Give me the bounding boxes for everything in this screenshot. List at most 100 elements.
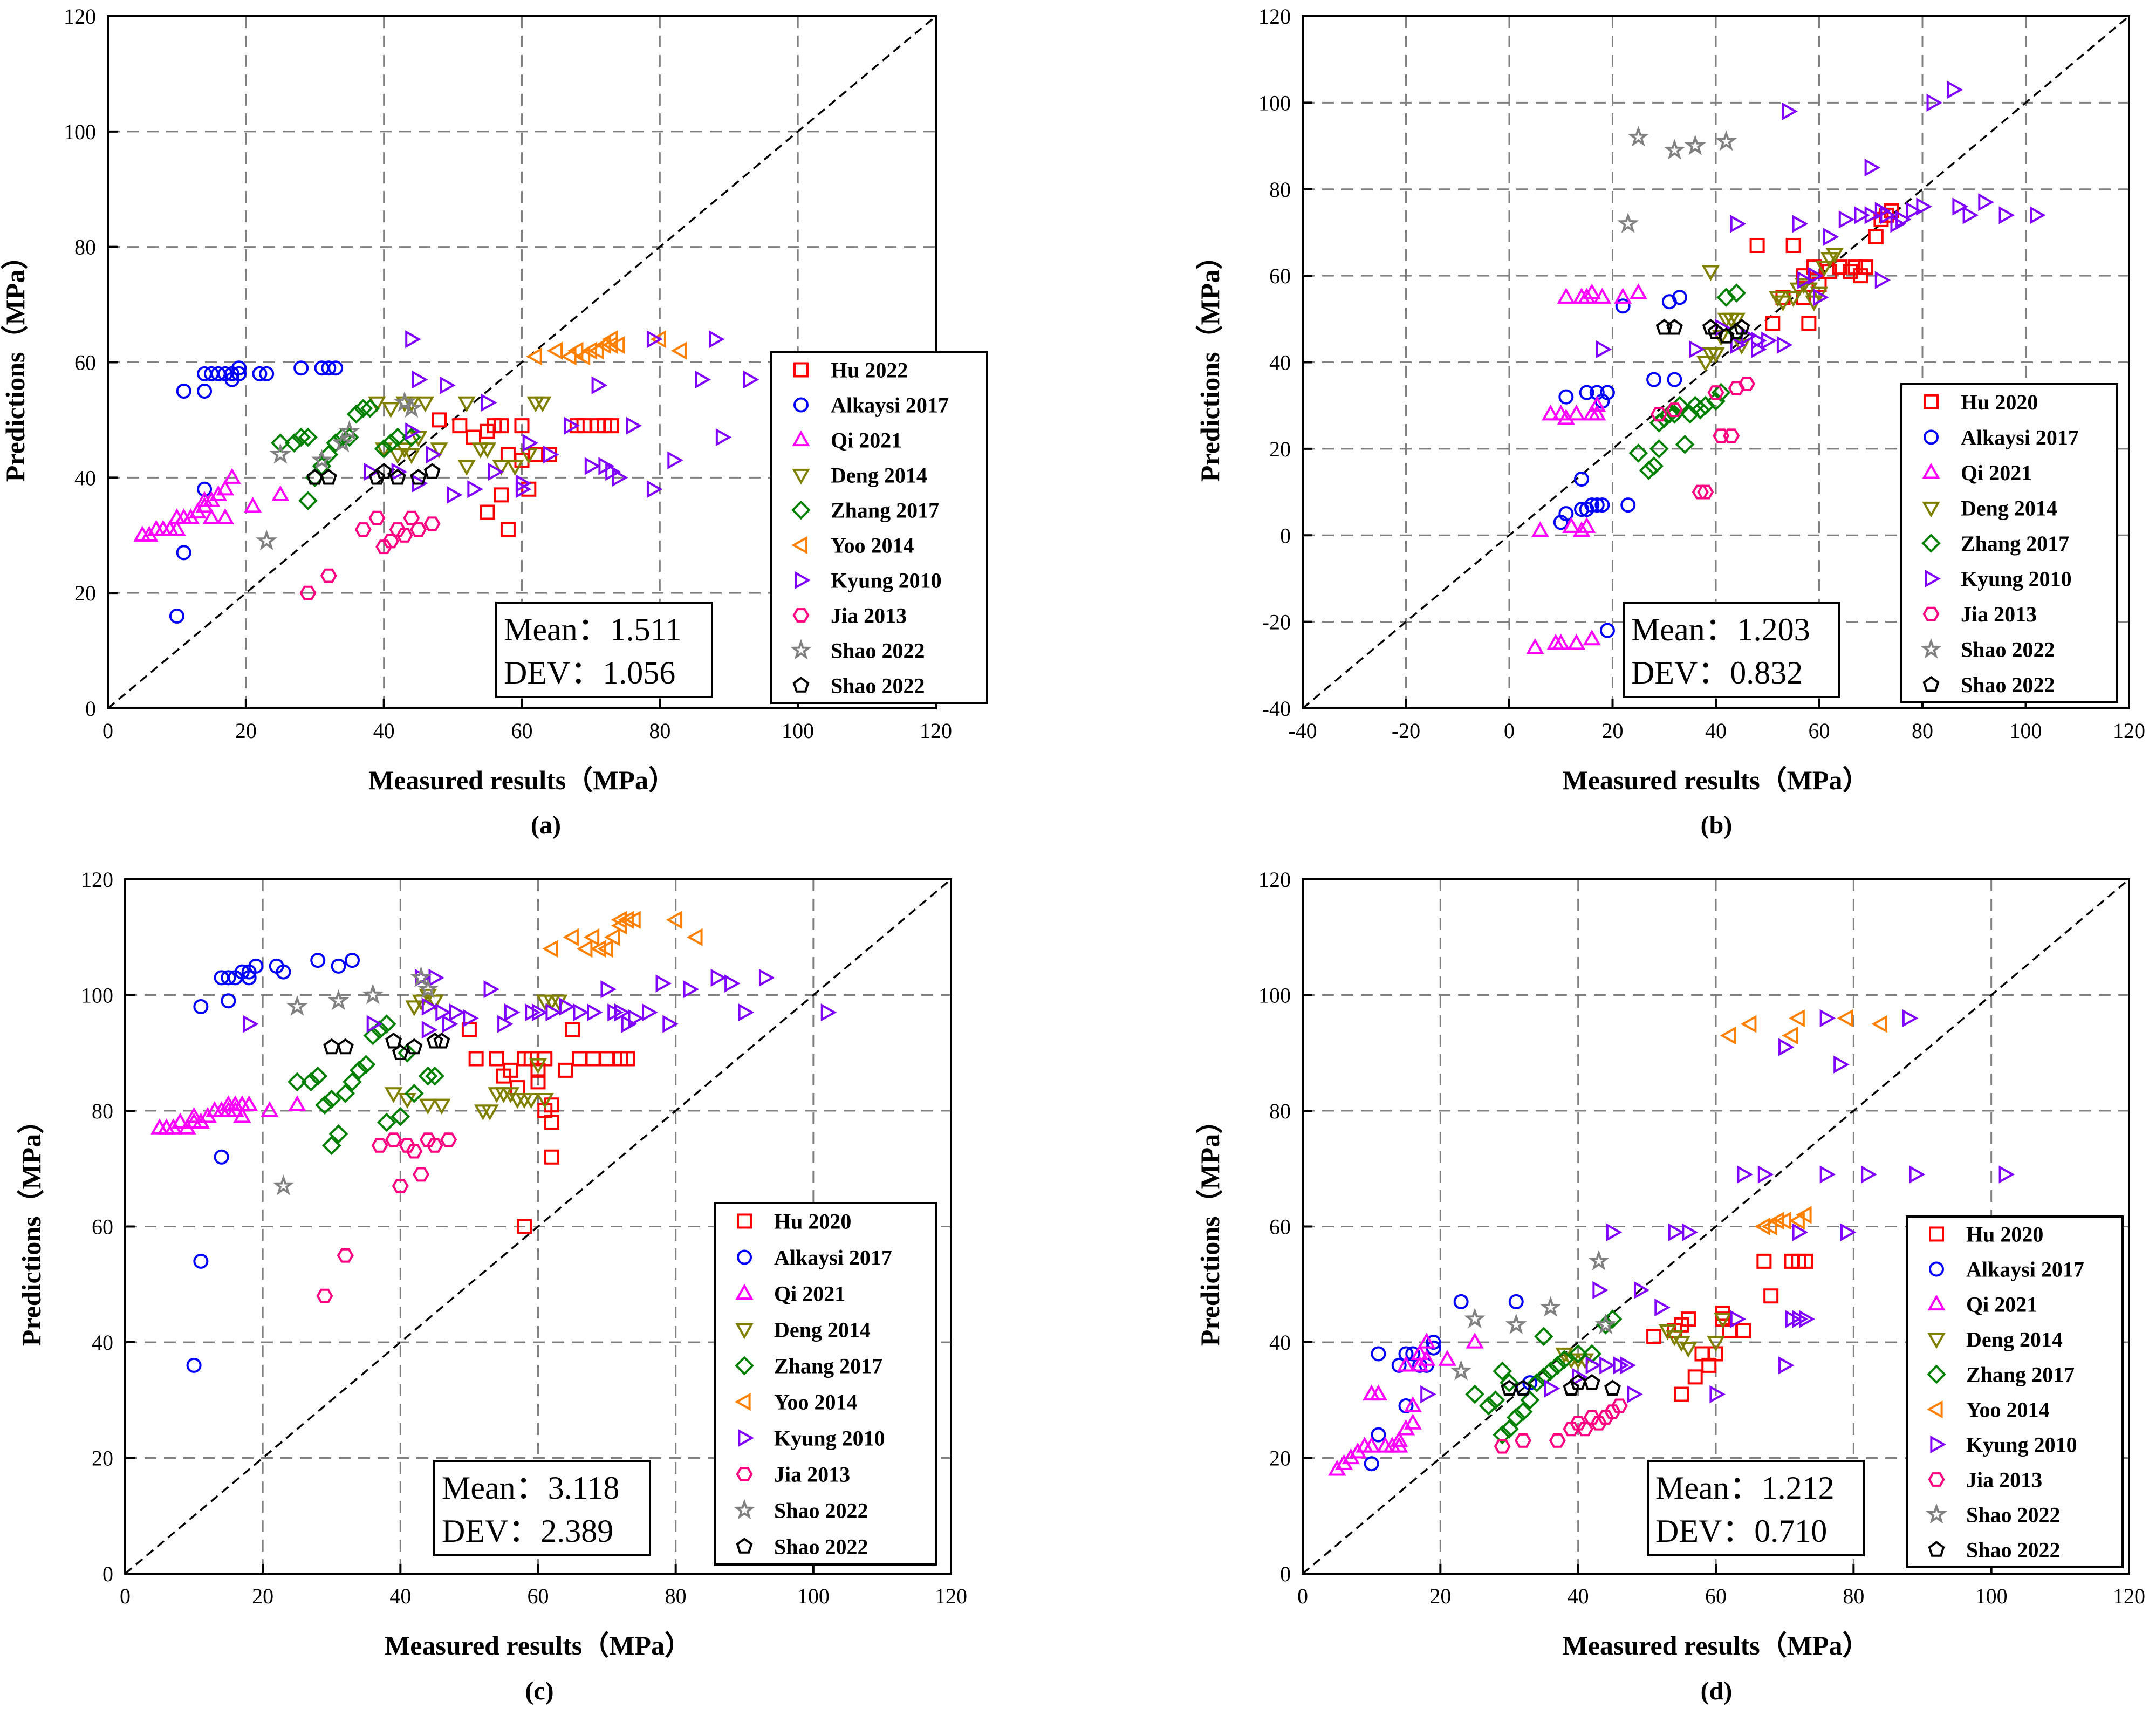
legend-marker — [735, 1392, 751, 1411]
data-point — [1570, 1374, 1587, 1390]
series-jia — [299, 510, 441, 600]
y-tick-label: 60 — [1269, 1215, 1291, 1239]
legend-marker — [1924, 429, 1939, 445]
legend-marker — [1928, 1541, 1945, 1557]
data-point — [1871, 1015, 1887, 1033]
data-point — [500, 447, 516, 462]
x-axis-label: Measured results（MPa） — [1563, 765, 1870, 795]
legend-marker — [1925, 569, 1941, 588]
data-point — [646, 480, 663, 498]
data-point — [419, 1132, 436, 1147]
data-point — [666, 911, 682, 929]
data-point — [1531, 521, 1550, 537]
stats-mean: Mean：1.212 — [1655, 1470, 1835, 1506]
y-tick-label: 60 — [92, 1215, 113, 1239]
data-point — [1654, 408, 1674, 428]
data-point — [1583, 1410, 1600, 1425]
data-point — [176, 545, 191, 561]
data-point — [353, 399, 373, 418]
data-point — [1615, 298, 1631, 314]
data-point — [1680, 404, 1700, 424]
data-point — [650, 330, 666, 349]
data-point — [1578, 288, 1596, 304]
data-point — [1853, 268, 1868, 284]
data-point — [233, 1106, 251, 1123]
data-point — [543, 445, 559, 464]
data-point — [1420, 1385, 1436, 1404]
data-point — [1717, 327, 1735, 344]
data-point — [256, 529, 278, 551]
series-yoo — [526, 330, 687, 366]
data-point — [1666, 402, 1683, 418]
data-point — [1585, 1356, 1602, 1375]
data-point — [417, 978, 439, 999]
data-point — [315, 1095, 334, 1115]
y-tick-label: 40 — [92, 1330, 113, 1355]
data-point — [310, 953, 326, 968]
data-point — [1689, 340, 1705, 359]
data-point — [1594, 1313, 1617, 1334]
data-point — [1617, 212, 1639, 233]
data-point — [655, 974, 672, 993]
data-point — [405, 1000, 423, 1016]
data-point — [1701, 1357, 1717, 1373]
data-point — [1709, 1385, 1726, 1404]
data-point — [321, 360, 337, 376]
data-point — [1464, 1308, 1486, 1329]
data-point — [193, 999, 209, 1014]
legend-marker — [1922, 463, 1940, 479]
data-point — [433, 1098, 451, 1115]
data-point — [428, 968, 444, 987]
x-tick-label: 120 — [2113, 719, 2145, 743]
data-point — [1792, 215, 1809, 233]
data-point — [1620, 497, 1636, 513]
data-point — [1854, 206, 1870, 224]
data-point — [1916, 197, 1932, 216]
data-point — [252, 366, 268, 381]
data-point — [293, 360, 309, 376]
data-point — [1646, 372, 1662, 387]
data-point — [1371, 1346, 1386, 1362]
data-point — [489, 1051, 504, 1067]
data-point — [1825, 248, 1844, 264]
data-point — [608, 336, 625, 354]
data-point — [1736, 1323, 1751, 1338]
legend-marker — [737, 1213, 752, 1229]
legend-marker — [1927, 1364, 1946, 1384]
data-point — [377, 1014, 396, 1034]
x-axis-label: Measured results（MPa） — [385, 1630, 692, 1661]
data-point — [374, 439, 394, 459]
data-point — [184, 1106, 203, 1123]
data-point — [1369, 1384, 1388, 1401]
reference-line — [107, 15, 937, 709]
data-point — [662, 1015, 679, 1033]
y-tick-label: 60 — [74, 351, 96, 375]
data-point — [400, 397, 422, 418]
data-point — [291, 427, 311, 447]
data-point — [1558, 389, 1574, 405]
data-point — [1808, 267, 1824, 285]
data-point — [193, 1253, 209, 1269]
data-point — [388, 427, 408, 447]
series-zhang — [1465, 1309, 1623, 1445]
data-point — [542, 447, 557, 462]
legend-marker — [1927, 1333, 1946, 1349]
data-point — [1604, 1379, 1621, 1396]
data-point — [576, 940, 593, 958]
data-point — [1596, 340, 1612, 359]
series-yoo — [542, 911, 703, 958]
y-tick-label: 40 — [1269, 1330, 1291, 1355]
data-point — [366, 1015, 383, 1033]
series-zhang — [270, 399, 421, 510]
chart-panel-3: 0 20 40 60 80 100 120 0 20 40 60 80 100 120 Measured r… — [16, 867, 967, 1705]
data-point — [1603, 1309, 1623, 1329]
data-point — [1557, 288, 1575, 304]
legend-box — [714, 1202, 937, 1566]
data-point — [546, 341, 563, 360]
data-point — [542, 940, 558, 958]
series-hu — [461, 1022, 635, 1234]
data-point — [1998, 1165, 2015, 1184]
legend-label: Shao 2022 — [774, 1535, 868, 1559]
data-point — [392, 1179, 409, 1193]
